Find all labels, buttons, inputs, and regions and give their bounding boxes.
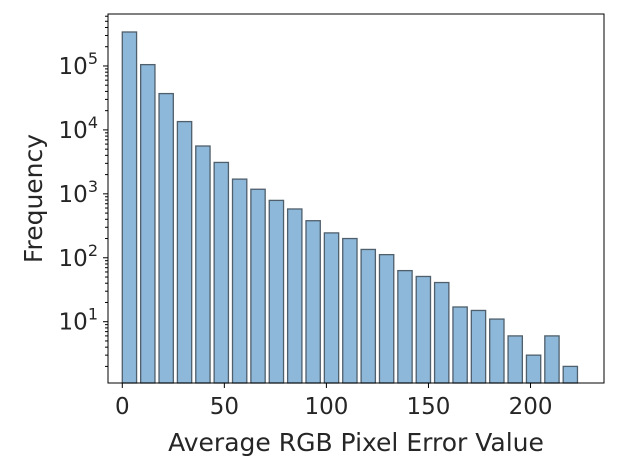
y-tick-exponent: 3 — [88, 177, 98, 196]
x-tick-label: 200 — [509, 394, 553, 420]
y-tick-base: 10 — [59, 246, 88, 272]
histogram-bar — [213, 161, 230, 384]
histogram-bar — [433, 281, 450, 384]
histogram-bar — [397, 269, 413, 384]
histogram-bar — [323, 232, 340, 384]
y-tick-label: 105 — [59, 49, 98, 80]
histogram-bar — [121, 31, 138, 384]
y-tick-exponent: 5 — [88, 49, 98, 68]
x-axis-title: Average RGB Pixel Error Value — [168, 428, 544, 457]
x-tick-label: 50 — [210, 394, 239, 420]
histogram-bar — [544, 335, 560, 384]
x-tick-label: 100 — [304, 394, 348, 420]
y-tick-label: 101 — [59, 305, 98, 336]
y-tick-exponent: 2 — [88, 241, 98, 260]
bars-group — [121, 31, 579, 384]
histogram-bar — [286, 208, 303, 384]
y-tick-base: 10 — [59, 54, 88, 80]
y-tick-exponent: 1 — [88, 305, 98, 324]
x-tick-label: 0 — [115, 394, 130, 420]
histogram-bar — [250, 188, 266, 384]
histogram-bar — [470, 309, 487, 384]
histogram-bar — [342, 237, 358, 384]
histogram-bar — [176, 120, 193, 384]
histogram-bar — [507, 335, 524, 384]
histogram-bar — [415, 275, 432, 384]
histogram-bar — [231, 178, 248, 384]
y-axis-title: Frequency — [19, 134, 48, 263]
histogram-bar — [360, 248, 377, 384]
histogram-bar — [158, 92, 174, 384]
histogram-bar — [525, 354, 542, 384]
plot-frame — [107, 13, 605, 384]
histogram-bar — [268, 199, 285, 384]
histogram-bar — [452, 306, 468, 384]
y-tick-base: 10 — [59, 118, 88, 144]
y-tick-label: 104 — [59, 113, 98, 144]
histogram-bar — [195, 145, 211, 384]
x-tick-label: 150 — [407, 394, 451, 420]
x-axis-ticks: 0 50 100 150 200 — [115, 383, 553, 420]
y-tick-label: 103 — [59, 177, 98, 208]
histogram-bar — [562, 365, 579, 384]
histogram-bar — [378, 253, 395, 384]
histogram-bar — [305, 220, 321, 384]
histogram-bar — [489, 318, 505, 384]
y-tick-base: 10 — [59, 182, 88, 208]
histogram-bar — [140, 63, 156, 384]
y-tick-label: 102 — [59, 241, 98, 272]
y-tick-base: 10 — [59, 310, 88, 336]
y-tick-exponent: 4 — [88, 113, 98, 132]
